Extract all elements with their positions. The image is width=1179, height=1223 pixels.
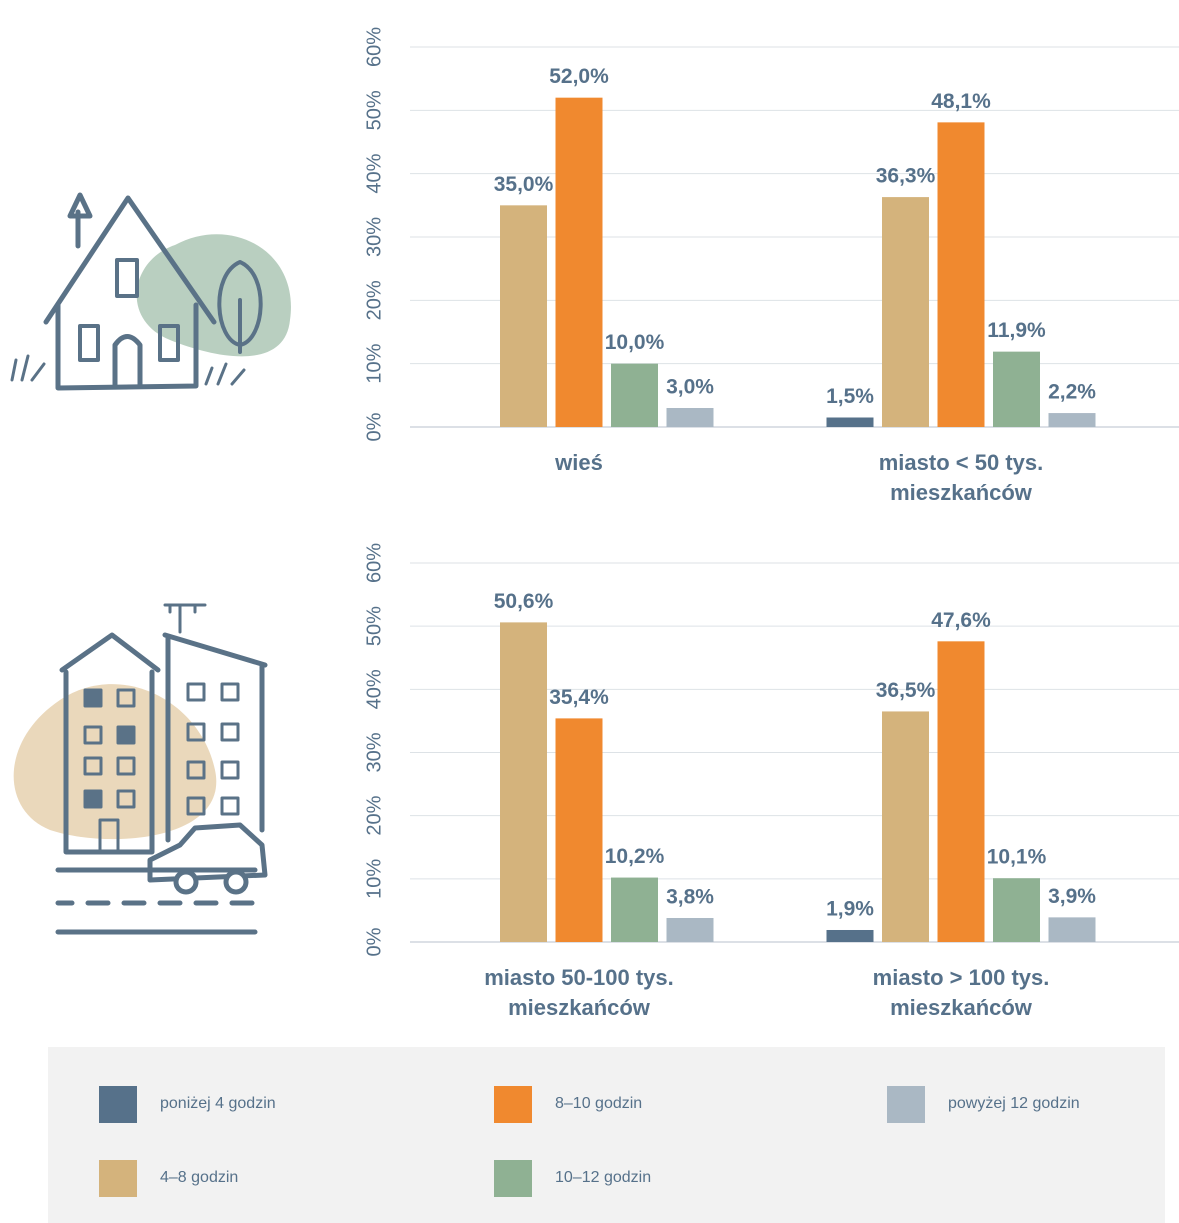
legend-label: 8–10 godzin (555, 1095, 643, 1112)
y-tick-label: 0% (363, 412, 385, 441)
bar: powyżej 12 godzin (666, 408, 714, 427)
value-label: 3,0% (666, 376, 714, 399)
y-tick-label: 30% (363, 732, 385, 772)
value-label: 47,6% (931, 609, 991, 632)
bar: powyżej 12 godzin (1048, 917, 1096, 942)
bar: 10–12 godzin (993, 351, 1040, 427)
x-tick-label: wieś (555, 450, 603, 475)
legend-swatch (99, 1086, 137, 1123)
legend-label: poniżej 4 godzin (160, 1095, 276, 1112)
legend-label: powyżej 12 godzin (948, 1095, 1080, 1112)
value-label: 48,1% (931, 90, 991, 113)
value-label: 35,4% (549, 686, 609, 709)
bar: 4–8 godzin (882, 711, 929, 942)
bar: 4–8 godzin (500, 622, 547, 942)
value-label: 52,0% (549, 65, 609, 88)
city-illustration (13, 603, 268, 935)
y-tick-label: 10% (363, 343, 385, 383)
value-label: 10,1% (987, 846, 1047, 869)
y-tick-label: 60% (363, 27, 385, 67)
legend-swatch (99, 1160, 137, 1197)
value-label: 10,2% (605, 845, 665, 868)
bar: 8–10 godzin (555, 718, 603, 942)
y-tick-label: 20% (363, 280, 385, 320)
bar: 8–10 godzin (555, 97, 603, 428)
y-tick-label: 60% (363, 543, 385, 583)
value-label: 11,9% (987, 319, 1046, 342)
bar: powyżej 12 godzin (666, 917, 714, 942)
bar: 8–10 godzin (937, 122, 985, 427)
bar: 10–12 godzin (993, 878, 1040, 942)
legend-swatch (494, 1160, 532, 1197)
y-tick-label: 30% (363, 217, 385, 257)
bar: poniżej 4 godzin (826, 929, 874, 942)
value-label: 35,0% (494, 173, 554, 196)
value-label: 36,3% (876, 165, 936, 188)
y-tick-label: 20% (363, 795, 385, 835)
y-tick-label: 50% (363, 606, 385, 646)
legend-background (48, 1047, 1165, 1223)
house-illustration (10, 192, 291, 391)
y-tick-label: 40% (363, 669, 385, 709)
value-label: 50,6% (494, 590, 554, 613)
value-label: 1,9% (826, 898, 874, 921)
y-tick-label: 10% (363, 859, 385, 899)
y-tick-label: 50% (363, 90, 385, 130)
value-label: 1,5% (826, 385, 874, 408)
value-label: 2,2% (1048, 381, 1096, 404)
value-label: 10,0% (605, 331, 665, 354)
value-label: 3,9% (1048, 885, 1096, 908)
value-label: 36,5% (876, 679, 936, 702)
y-tick-label: 40% (363, 153, 385, 193)
legend-swatch (494, 1086, 532, 1123)
bar: 8–10 godzin (937, 641, 985, 942)
bar: 4–8 godzin (500, 205, 547, 427)
bar: poniżej 4 godzin (826, 417, 874, 427)
bar: 10–12 godzin (611, 363, 658, 427)
legend-label: 4–8 godzin (160, 1169, 239, 1186)
legend-label: 10–12 godzin (555, 1169, 652, 1186)
bar: 10–12 godzin (611, 877, 658, 942)
bar: 4–8 godzin (882, 197, 929, 427)
x-tick-label: miasto > 100 tys. mieszkańców (872, 965, 1050, 1020)
y-tick-label: 0% (363, 927, 385, 956)
x-tick-label: miasto 50-100 tys. mieszkańców (484, 965, 674, 1020)
bar: powyżej 12 godzin (1048, 413, 1096, 427)
legend-swatch (887, 1086, 925, 1123)
x-tick-label: miasto < 50 tys. mieszkańców (878, 450, 1044, 505)
value-label: 3,8% (666, 886, 714, 909)
